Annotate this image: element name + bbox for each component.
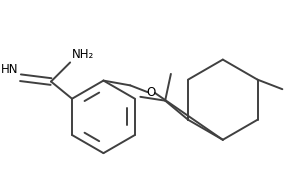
Text: NH₂: NH₂: [72, 49, 94, 62]
Text: O: O: [146, 86, 156, 100]
Text: HN: HN: [1, 63, 19, 76]
